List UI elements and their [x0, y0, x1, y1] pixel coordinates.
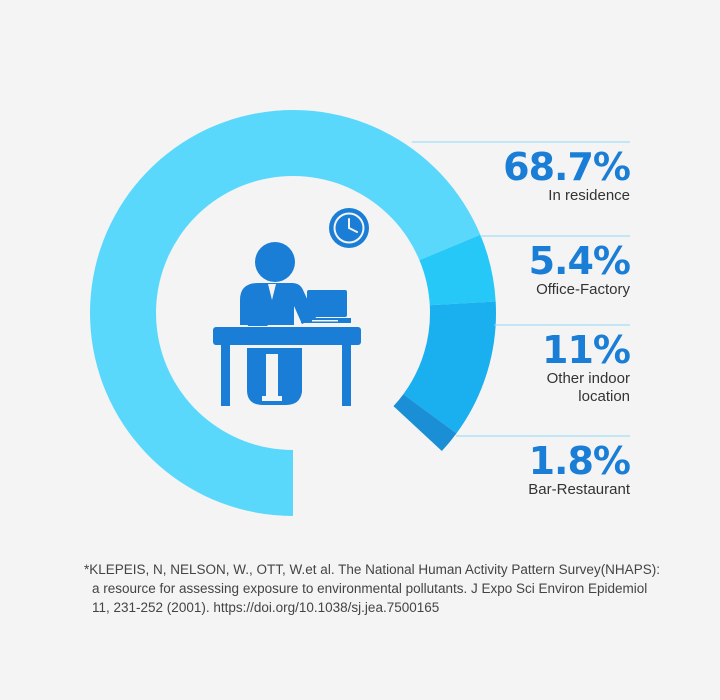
- laptop-icon: [301, 290, 351, 323]
- category-label-1: In residence: [548, 187, 630, 204]
- category-label-3: Other indoor: [547, 370, 630, 387]
- donut-segment-3: [403, 301, 496, 434]
- donut-chart: 68.7%In residence 5.4%Office-Factory 11%Ot…: [89, 109, 631, 516]
- category-label-2: Office-Factory: [536, 281, 630, 298]
- value-labels: 68.7%In residence 5.4%Office-Factory 11%Ot…: [412, 141, 631, 498]
- footnote-line-1: *KLEPEIS, N, NELSON, W., OTT, W.et al. T…: [84, 562, 660, 577]
- footnote-line-2: a resource for assessing exposure to env…: [92, 581, 648, 596]
- citation-footnote: *KLEPEIS, N, NELSON, W., OTT, W.et al. T…: [84, 560, 684, 617]
- desk-icon: [213, 327, 361, 406]
- office-worker-icon: [213, 242, 361, 406]
- category-label-4: Bar-Restaurant: [528, 481, 631, 498]
- value-label-1: 68.7%: [503, 145, 630, 189]
- donut-segment-2: [419, 234, 496, 306]
- value-label-2: 5.4%: [529, 239, 630, 283]
- donut-segment-1: [89, 109, 481, 516]
- value-label-4: 1.8%: [529, 439, 630, 483]
- donut-segment-4: [393, 394, 457, 452]
- category-label-3: location: [578, 388, 630, 405]
- value-label-3: 11%: [542, 328, 630, 372]
- wall-clock-icon: [329, 208, 369, 248]
- donut-segments: [89, 109, 496, 516]
- footnote-line-3: 11, 231-252 (2001). https://doi.org/10.1…: [92, 600, 440, 615]
